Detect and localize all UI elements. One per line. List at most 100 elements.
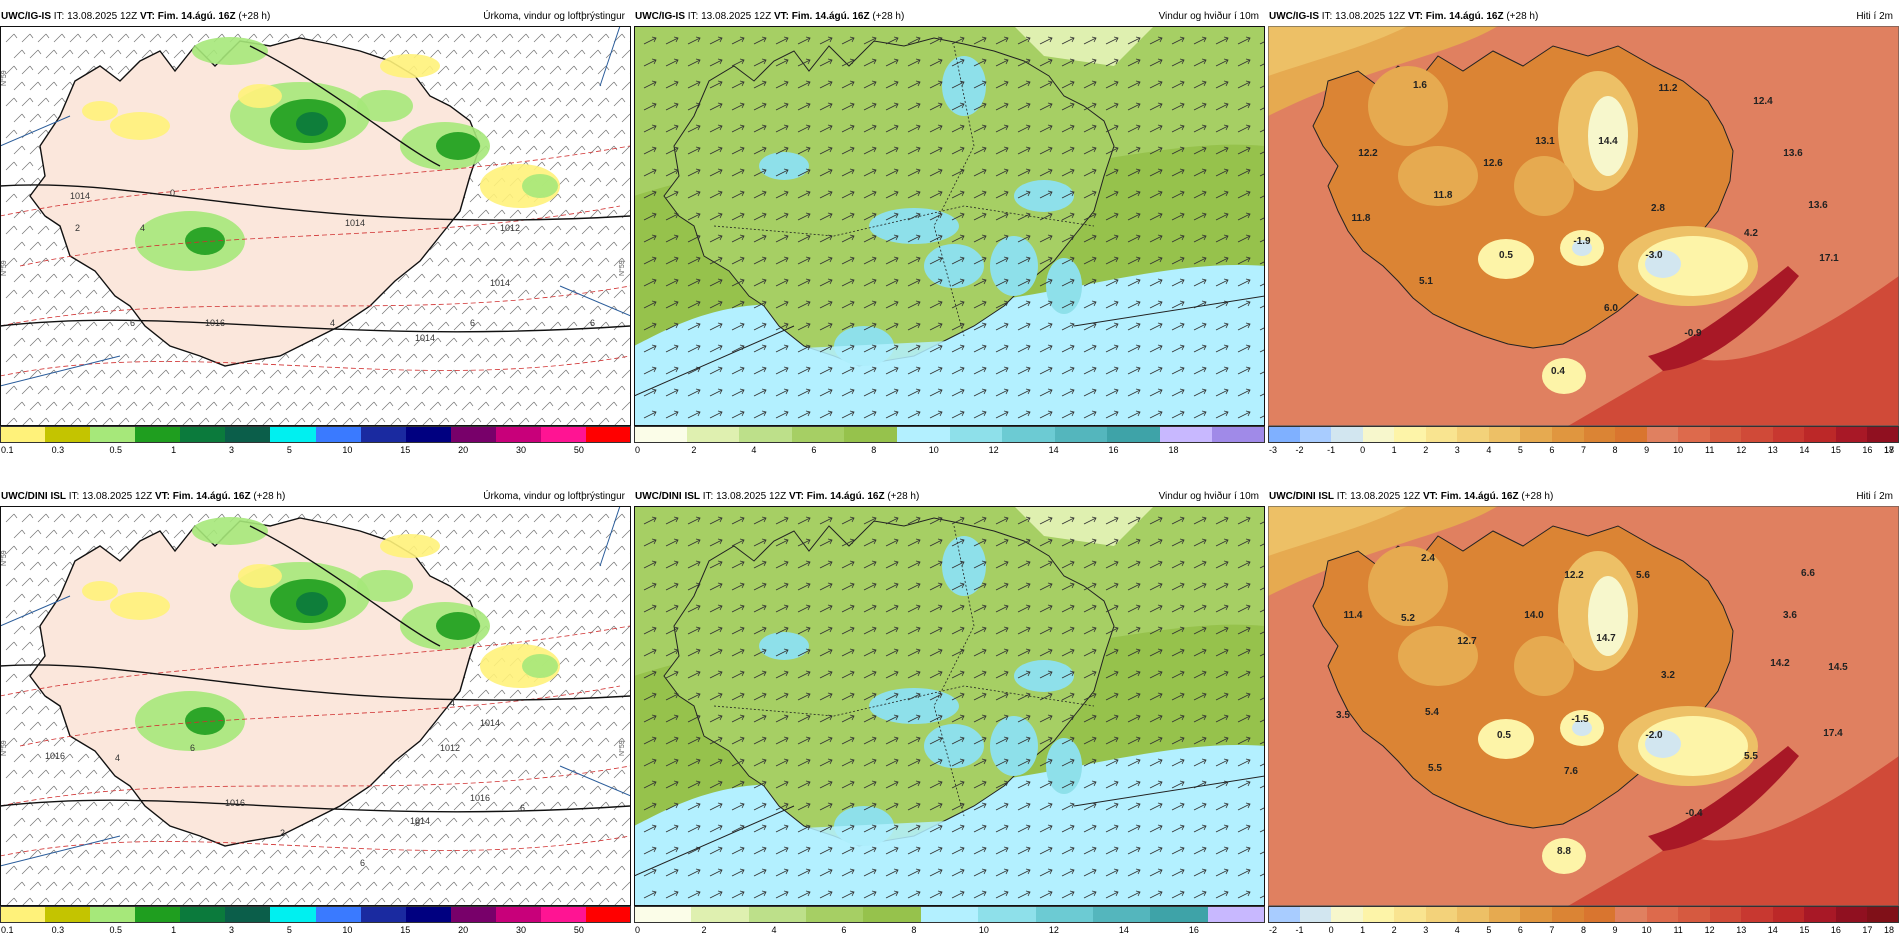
colorbar-swatch (634, 426, 688, 443)
colorbar-swatch (1054, 426, 1108, 443)
colorbar-swatch (920, 906, 979, 923)
map-canvas: 1014 1014 1016 1014 1012 1014 2 4 6 4 6 0 6 N°59 N°59 N… (0, 26, 631, 426)
colorbar-swatch (1268, 906, 1301, 923)
isobar-label: 1014 (480, 718, 500, 728)
colorbar-swatch (1772, 426, 1805, 443)
temperature-contour-label: 6 (590, 318, 595, 328)
map-canvas (634, 506, 1265, 906)
colorbar-tick-label: 10 (978, 925, 989, 935)
colorbar-tick-label: 5 (1486, 925, 1492, 935)
colorbar-tick-label: 10 (1641, 925, 1652, 935)
panel-title: Vindur og hviður í 10m (1158, 491, 1259, 502)
colorbar-tick-label: 15 (400, 445, 411, 455)
temperature-contour-label: 2 (280, 828, 285, 838)
colorbar-swatch (0, 426, 46, 443)
model-name: UWC/IG-IS (635, 11, 685, 22)
latitude-label: N°59 (0, 70, 8, 86)
weather-map[interactable]: 1016 1016 1014 1012 1014 1016 4 6 6 2 6 4 6 N°59 N°59 N… (0, 506, 631, 906)
colorbar-swatch (405, 906, 452, 923)
it-label: IT: (702, 491, 714, 502)
colorbar-tick-label: 1 (1360, 925, 1366, 935)
temperature-value: 14.0 (1524, 610, 1544, 621)
temperature-value: -3.0 (1645, 250, 1663, 261)
init-time: 13.08.2025 12Z (1350, 491, 1421, 502)
colorbar-swatch (1212, 426, 1266, 443)
colorbar-swatch (1678, 906, 1711, 923)
lead-time: (+28 h) (253, 491, 286, 502)
colorbar: 0.1 0.3 0.5 1 3 5 10 15 20 30 50 (0, 906, 632, 940)
colorbar-swatch (844, 426, 898, 443)
warm-region (1568, 756, 1899, 906)
weather-map[interactable] (634, 506, 1265, 906)
colorbar-swatch (495, 426, 542, 443)
colorbar-tick-label: 12 (1736, 445, 1747, 455)
model-name: UWC/IG-IS (1269, 11, 1319, 22)
isobar-label: 1016 (225, 798, 245, 808)
colorbar-tick-label: 18 (1168, 445, 1179, 455)
colorbar-tick-label: -1 (1327, 445, 1336, 455)
colorbar-tick-label: 5 (286, 445, 292, 455)
colorbar-swatch (90, 426, 136, 443)
forecast-panel-dini-temp: UWC/DINI ISL IT: 13.08.2025 12Z VT: Fim.… (1268, 488, 1900, 946)
colorbar-swatch (1804, 906, 1837, 923)
colorbar-tick-label: 15 (1830, 445, 1841, 455)
colorbar-swatch (949, 426, 1003, 443)
colorbar-swatch (791, 426, 845, 443)
warm-region (1568, 276, 1899, 426)
temperature-value: 12.2 (1358, 148, 1378, 159)
temperature-value: 2.4 (1421, 553, 1435, 564)
colorbar-tick-label: 16 (1862, 445, 1873, 455)
init-time: 13.08.2025 12Z (82, 491, 153, 502)
highland-cold-areas (1368, 66, 1758, 394)
region-boundaries (713, 45, 1095, 337)
isobar-label: 1014 (415, 333, 435, 343)
colorbar-swatch (1150, 906, 1209, 923)
model-name: UWC/DINI ISL (635, 491, 700, 502)
colorbar-swatch (0, 906, 46, 923)
colorbar-tick-label: 0.3 (51, 445, 65, 455)
colorbar-tick-label: 6 (811, 445, 817, 455)
weather-map[interactable]: 2.4 6.6 12.2 5.6 11.4 5.2 14.0 3.6 12.7 14.7 3.2 14… (1268, 506, 1899, 906)
temperature-value: 17.1 (1819, 253, 1839, 264)
colorbar-swatch (1268, 426, 1301, 443)
colorbar-swatch (1741, 906, 1774, 923)
isobar-label: 1016 (470, 793, 490, 803)
colorbar: 0 2 4 6 8 10 12 14 16 18 (634, 426, 1266, 460)
colorbar-swatch (1394, 426, 1427, 443)
colorbar-tick-label: 17 (1883, 445, 1895, 455)
colorbar-swatch (1520, 906, 1553, 923)
weather-map[interactable]: 1.6 11.2 12.4 12.2 13.1 14.4 12.6 13.6 11.8 2.8 13… (1268, 26, 1899, 426)
temperature-value: 13.6 (1808, 200, 1828, 211)
colorbar-tick-label: 10 (1673, 445, 1684, 455)
colorbar-swatch (1488, 906, 1521, 923)
colorbar-swatch (978, 906, 1037, 923)
isobar-label: 1016 (45, 751, 65, 761)
weather-map[interactable] (634, 26, 1265, 426)
colorbar-tick-label: -2 (1269, 925, 1278, 935)
colorbar-swatch (1867, 906, 1900, 923)
panel-header: UWC/IG-IS IT: 13.08.2025 12Z VT: Fim. 14… (0, 8, 631, 26)
graticule (0, 26, 631, 387)
colorbar-swatch (180, 906, 226, 923)
colorbar-tick-label: 4 (751, 445, 757, 455)
colorbar-tick-label: -3 (1269, 445, 1278, 455)
weather-map[interactable]: 1014 1014 1016 1014 1012 1014 2 4 6 4 6 0 6 N°59 N°59 N… (0, 26, 631, 426)
colorbar-tick-label: 2 (1423, 445, 1429, 455)
colorbar-swatch (45, 426, 91, 443)
it-label: IT: (687, 11, 699, 22)
header-left: UWC/DINI ISL IT: 13.08.2025 12Z VT: Fim.… (635, 491, 919, 502)
panel-header: UWC/IG-IS IT: 13.08.2025 12Z VT: Fim. 14… (1268, 8, 1899, 26)
temperature-value: 13.1 (1535, 136, 1555, 147)
temperature-value: 14.4 (1598, 136, 1618, 147)
colorbar: 0.1 0.3 0.5 1 3 5 10 15 20 30 50 (0, 426, 632, 460)
warm-coast (1648, 746, 1799, 851)
lead-time: (+28 h) (1506, 11, 1539, 22)
colorbar-swatch (1772, 906, 1805, 923)
colorbar-tick-label: 4 (1486, 445, 1492, 455)
colorbar-tick-label: 0.1 (1, 925, 14, 935)
temperature-value: 5.1 (1419, 276, 1433, 287)
lead-time: (+28 h) (1521, 491, 1554, 502)
colorbar-tick-label: 2 (691, 445, 697, 455)
colorbar-tick-label: 5 (1517, 445, 1523, 455)
colorbar-tick-label: 4 (1454, 925, 1460, 935)
